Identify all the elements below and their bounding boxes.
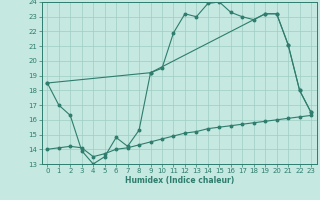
X-axis label: Humidex (Indice chaleur): Humidex (Indice chaleur): [124, 176, 234, 185]
